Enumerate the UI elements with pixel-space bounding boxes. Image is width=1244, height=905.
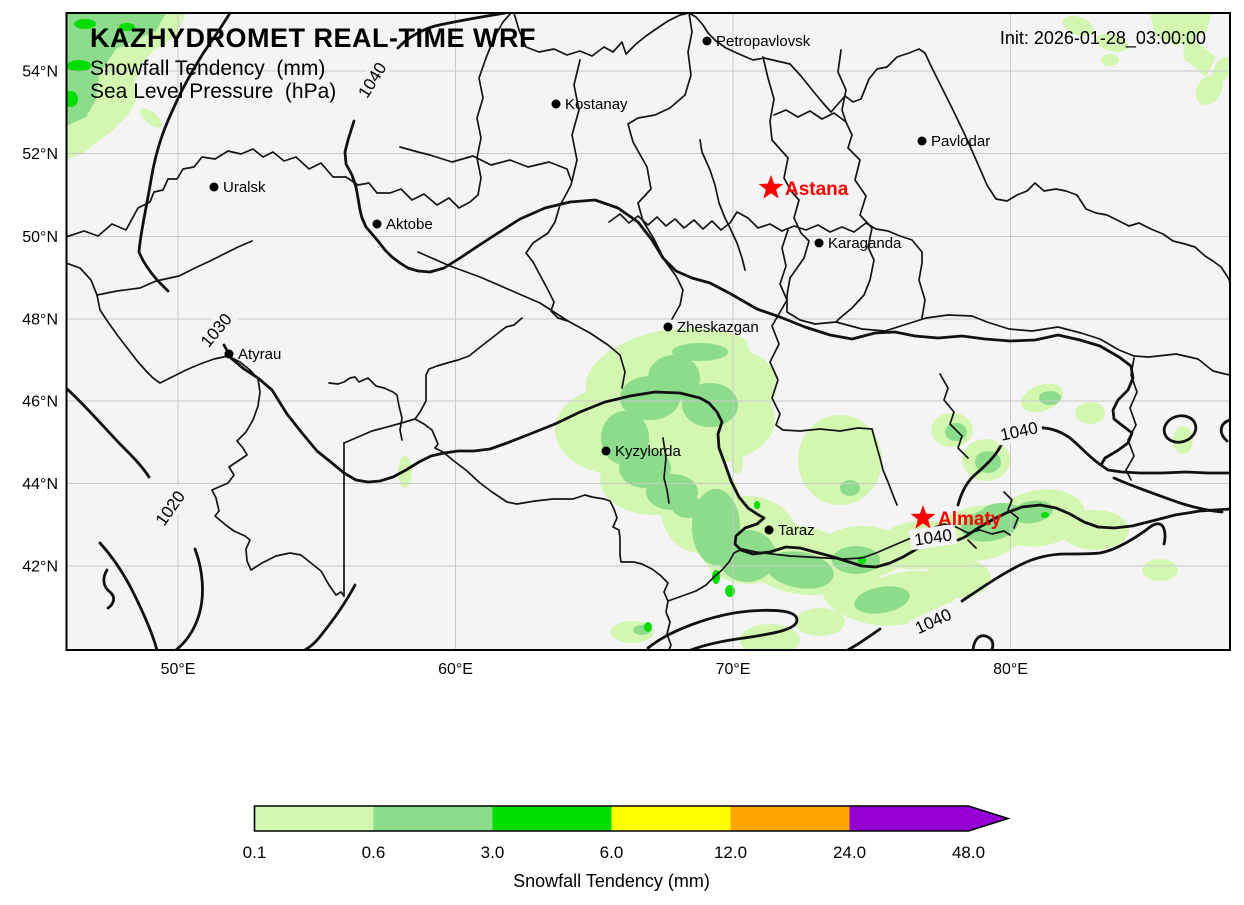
svg-text:Astana: Astana [785, 179, 849, 200]
svg-text:3.0: 3.0 [481, 843, 505, 862]
svg-text:70°E: 70°E [716, 661, 751, 678]
svg-text:Init: 2026-01-28_03:00:00: Init: 2026-01-28_03:00:00 [1000, 28, 1206, 49]
svg-text:Taraz: Taraz [778, 522, 815, 539]
svg-text:46°N: 46°N [22, 394, 58, 411]
svg-text:KAZHYDROMET REAL-TIME WRF: KAZHYDROMET REAL-TIME WRF [90, 23, 536, 53]
svg-text:52°N: 52°N [22, 146, 58, 163]
svg-text:Pavlodar: Pavlodar [931, 133, 990, 150]
svg-text:Almaty: Almaty [938, 509, 1002, 530]
svg-text:12.0: 12.0 [714, 843, 747, 862]
svg-text:Petropavlovsk: Petropavlovsk [716, 33, 811, 50]
svg-text:Kyzylorda: Kyzylorda [615, 443, 682, 460]
svg-text:60°E: 60°E [438, 661, 473, 678]
svg-text:Snowfall Tendency (mm): Snowfall Tendency (mm) [513, 871, 710, 891]
svg-text:24.0: 24.0 [833, 843, 866, 862]
svg-text:50°E: 50°E [161, 661, 196, 678]
svg-text:48°N: 48°N [22, 312, 58, 329]
svg-text:Sea Level Pressure (hPa): Sea Level Pressure (hPa) [90, 80, 336, 103]
svg-text:Atyrau: Atyrau [238, 346, 281, 363]
svg-text:44°N: 44°N [22, 476, 58, 493]
svg-text:Kostanay: Kostanay [565, 96, 628, 113]
svg-text:Uralsk: Uralsk [223, 179, 266, 196]
svg-text:Aktobe: Aktobe [386, 216, 433, 233]
svg-text:0.1: 0.1 [243, 843, 267, 862]
svg-text:80°E: 80°E [993, 661, 1028, 678]
svg-text:Snowfall Tendency (mm): Snowfall Tendency (mm) [90, 57, 325, 80]
svg-text:42°N: 42°N [22, 559, 58, 576]
svg-text:54°N: 54°N [22, 64, 58, 81]
svg-text:50°N: 50°N [22, 229, 58, 246]
svg-text:48.0: 48.0 [952, 843, 985, 862]
svg-text:6.0: 6.0 [600, 843, 624, 862]
svg-text:Zheskazgan: Zheskazgan [677, 319, 759, 336]
svg-text:Karaganda: Karaganda [828, 235, 902, 252]
svg-text:0.6: 0.6 [362, 843, 386, 862]
